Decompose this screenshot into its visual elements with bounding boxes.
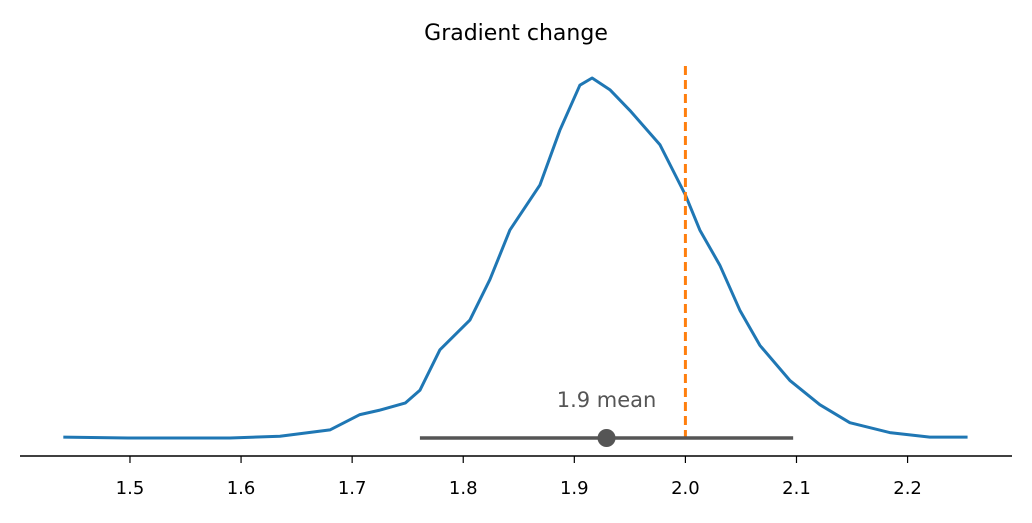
x-tick-label: 1.5 [116, 478, 145, 499]
mean-point [597, 429, 616, 447]
x-tick-label: 1.6 [227, 478, 256, 499]
x-tick-label: 1.9 [560, 478, 589, 499]
density-curve [63, 76, 968, 440]
x-tick-label: 2.0 [671, 478, 700, 499]
mean-label: 1.9 mean [557, 388, 657, 412]
x-tick-label: 2.2 [893, 478, 922, 499]
x-tick-label: 1.8 [449, 478, 478, 499]
chart-title: Gradient change [424, 21, 608, 46]
x-tick-label: 2.1 [782, 478, 811, 499]
x-tick-label: 1.7 [338, 478, 367, 499]
